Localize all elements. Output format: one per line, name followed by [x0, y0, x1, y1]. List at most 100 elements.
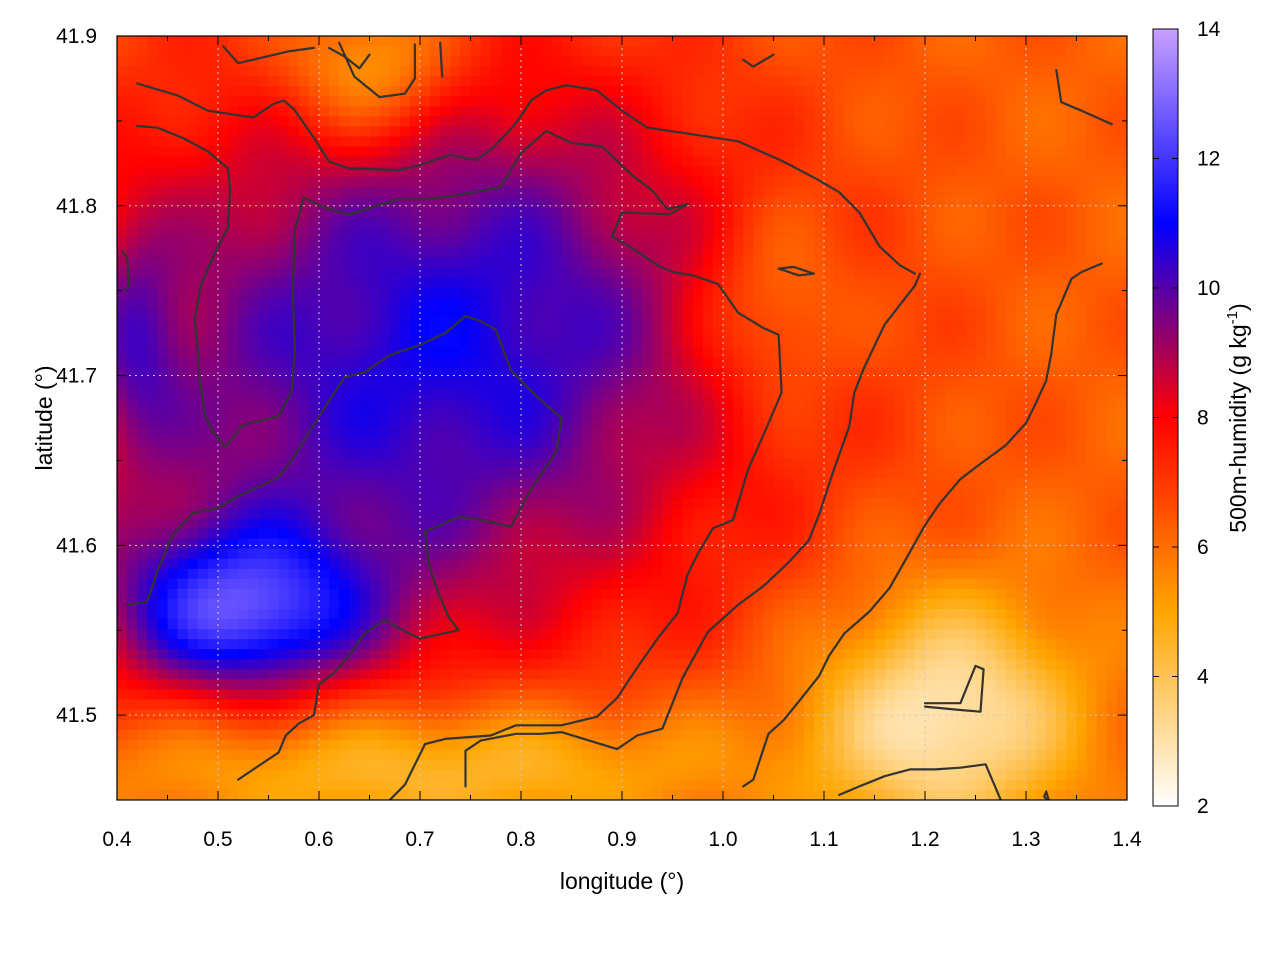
heatmap-cell — [157, 186, 169, 198]
heatmap-cell — [571, 347, 583, 359]
heatmap-cell — [379, 277, 391, 288]
heatmap-cell — [1026, 46, 1037, 57]
heatmap-cell — [834, 216, 845, 228]
heatmap-cell — [117, 458, 128, 469]
heatmap-cell — [632, 367, 643, 379]
heatmap-cell — [197, 458, 209, 469]
heatmap-cell — [985, 146, 997, 158]
heatmap-cell — [854, 76, 865, 87]
heatmap-cell — [702, 407, 714, 419]
heatmap-cell — [1086, 56, 1098, 67]
heatmap-cell — [834, 297, 845, 309]
heatmap-cell — [440, 367, 451, 379]
heatmap-cell — [207, 206, 219, 218]
heatmap-cell — [561, 518, 573, 530]
heatmap-cell — [258, 196, 270, 208]
heatmap-cell — [904, 347, 916, 359]
heatmap-cell — [127, 367, 138, 379]
heatmap-cell — [813, 418, 825, 429]
heatmap-cell — [1015, 66, 1027, 77]
heatmap-cell — [117, 46, 128, 57]
heatmap-cell — [197, 377, 209, 389]
heatmap-cell — [773, 397, 785, 409]
heatmap-cell — [167, 488, 179, 500]
heatmap-cell — [995, 106, 1007, 118]
heatmap-cell — [1036, 468, 1047, 479]
heatmap-cell — [470, 237, 482, 248]
heatmap-cell — [1036, 428, 1047, 439]
heatmap-cell — [500, 156, 512, 168]
heatmap-cell — [117, 76, 128, 87]
heatmap-cell — [218, 166, 229, 178]
heatmap-cell — [692, 468, 704, 479]
heatmap-cell — [258, 297, 270, 309]
heatmap-cell — [642, 387, 653, 399]
heatmap-cell — [561, 36, 573, 47]
heatmap-cell — [773, 498, 785, 510]
heatmap-cell — [682, 317, 694, 329]
heatmap-cell — [692, 327, 704, 339]
heatmap-cell — [864, 166, 876, 178]
heatmap-cell — [177, 377, 189, 389]
heatmap-cell — [783, 126, 795, 138]
heatmap-cell — [480, 357, 492, 369]
heatmap-cell — [238, 297, 249, 309]
heatmap-cell — [571, 498, 583, 510]
heatmap-cell — [803, 478, 815, 489]
heatmap-cell — [813, 126, 825, 138]
heatmap-cell — [541, 206, 552, 218]
heatmap-cell — [925, 116, 936, 128]
heatmap-cell — [1046, 66, 1057, 77]
heatmap-cell — [935, 448, 946, 459]
heatmap-cell — [864, 458, 876, 469]
heatmap-cell — [399, 307, 411, 319]
heatmap-cell — [632, 307, 643, 319]
heatmap-cell — [672, 528, 684, 540]
heatmap-cell — [359, 468, 371, 479]
heatmap-cell — [975, 287, 987, 298]
heatmap-cell — [712, 66, 724, 77]
heatmap-cell — [561, 66, 573, 77]
heatmap-cell — [561, 418, 573, 429]
heatmap-cell — [1056, 327, 1067, 339]
heatmap-cell — [864, 488, 876, 500]
heatmap-cell — [945, 106, 956, 118]
heatmap-cell — [652, 518, 663, 530]
heatmap-cell — [632, 317, 643, 329]
heatmap-cell — [642, 176, 653, 188]
heatmap-cell — [409, 247, 421, 258]
heatmap-cell — [197, 468, 209, 479]
heatmap-cell — [157, 448, 169, 459]
heatmap-cell — [147, 186, 158, 198]
heatmap-cell — [420, 166, 431, 178]
heatmap-cell — [622, 156, 633, 168]
heatmap-cell — [884, 176, 896, 188]
heatmap-cell — [834, 327, 845, 339]
heatmap-cell — [591, 196, 603, 208]
heatmap-cell — [490, 46, 502, 57]
heatmap-cell — [672, 136, 684, 148]
heatmap-cell — [652, 257, 663, 268]
heatmap-cell — [813, 267, 825, 278]
heatmap-cell — [743, 468, 754, 479]
heatmap-cell — [450, 498, 461, 510]
heatmap-cell — [490, 247, 502, 258]
heatmap-cell — [864, 347, 876, 359]
heatmap-cell — [965, 407, 977, 419]
heatmap-cell — [308, 397, 320, 409]
heatmap-cell — [228, 287, 239, 298]
heatmap-cell — [712, 277, 724, 288]
heatmap-cell — [1056, 357, 1067, 369]
heatmap-cell — [521, 237, 532, 248]
heatmap-cell — [793, 448, 805, 459]
heatmap-cell — [793, 186, 805, 198]
heatmap-cell — [207, 528, 219, 540]
heatmap-cell — [339, 488, 350, 500]
heatmap-cell — [561, 216, 573, 228]
heatmap-cell — [824, 287, 835, 298]
heatmap-cell — [329, 66, 340, 77]
heatmap-cell — [369, 327, 381, 339]
heatmap-cell — [864, 307, 876, 319]
heatmap-cell — [258, 317, 270, 329]
heatmap-cell — [813, 468, 825, 479]
